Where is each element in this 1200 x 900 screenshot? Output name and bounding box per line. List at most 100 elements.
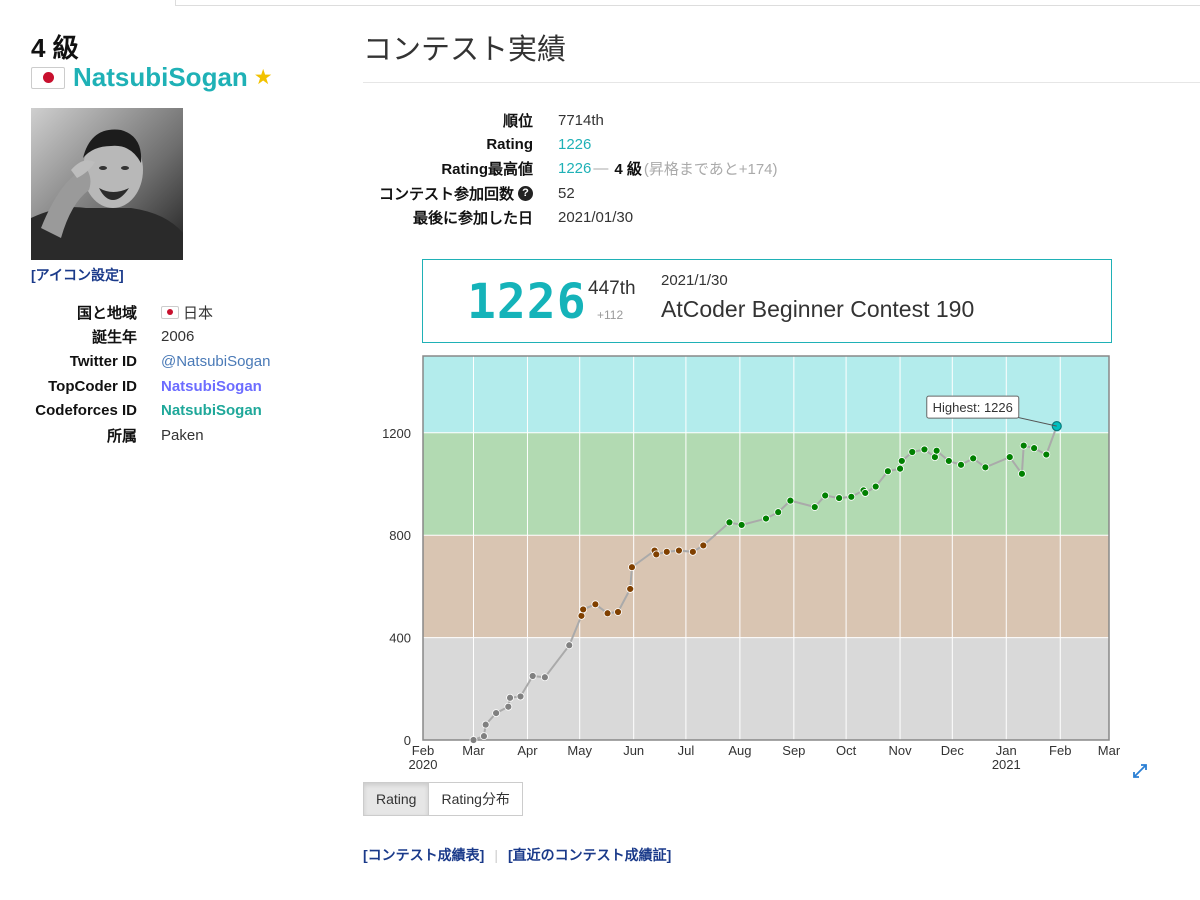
title-divider <box>363 82 1200 83</box>
icon-setting-link[interactable]: [アイコン設定] <box>31 267 124 283</box>
x-year-label: 2020 <box>409 757 438 772</box>
rating-point <box>506 693 514 702</box>
x-tick-label: Feb <box>1049 743 1071 758</box>
rating-point <box>481 720 490 729</box>
top-tab[interactable] <box>0 0 176 6</box>
info-label: 国と地域 <box>76 304 137 322</box>
info-label: 誕生年 <box>91 329 137 347</box>
star-icon: ★ <box>253 66 273 89</box>
x-tick-label: Jun <box>623 743 644 758</box>
x-tick-label: Jan <box>996 743 1017 758</box>
x-tick-label: Sep <box>782 743 805 758</box>
rating-point <box>579 605 588 614</box>
count-value: 52 <box>558 184 575 202</box>
rating-line <box>473 425 1058 741</box>
rating-point <box>835 494 844 502</box>
info-label: Twitter ID <box>69 352 137 370</box>
x-tick-label: Mar <box>462 743 485 758</box>
rating-point <box>1005 453 1014 462</box>
rating-point <box>652 550 661 559</box>
x-tick-label: Apr <box>517 743 538 758</box>
tooltip-box <box>926 395 1020 419</box>
username[interactable]: NatsubiSogan <box>73 62 248 92</box>
tooltip-text: Highest: 1226 <box>933 400 1013 415</box>
tab-rating-distribution[interactable]: Rating分布 <box>429 782 523 816</box>
rating-point <box>908 448 917 456</box>
count-label: コンテスト参加回数 <box>378 185 514 203</box>
rating-band-1 <box>423 535 1109 638</box>
x-year-label: 2021 <box>992 757 1021 772</box>
y-tick-label: 1200 <box>382 426 411 441</box>
stat-label-count: コンテスト参加回数 ? <box>363 183 533 204</box>
rating-point <box>492 709 501 718</box>
stats-table: 順位 7714th Rating 1226 Rating最高値 1226 — 4… <box>363 108 778 230</box>
rating-point <box>688 547 697 556</box>
twitter-link[interactable]: @NatsubiSogan <box>161 352 271 370</box>
rating-point <box>774 508 783 517</box>
profile-info-table: 国と地域 日本 誕生年 2006 Twitter ID @NatsubiSoga… <box>31 300 270 448</box>
rating-point <box>591 600 600 609</box>
topcoder-link[interactable]: NatsubiSogan <box>161 377 262 395</box>
latest-contest-date: 2021/1/30 <box>661 272 728 289</box>
rating-point <box>725 518 734 527</box>
rating-point <box>883 467 892 476</box>
rating-point <box>614 608 622 616</box>
rating-point <box>871 482 880 491</box>
info-label: 所属 <box>106 427 137 445</box>
rank-value: 7714th <box>558 111 604 129</box>
highest-value: 1226 <box>558 160 592 178</box>
x-tick-label: Feb <box>412 743 434 758</box>
y-tick-label: 400 <box>389 631 411 646</box>
rating-point <box>1030 444 1039 453</box>
rating-point <box>957 460 965 469</box>
chart-tabs: Rating Rating分布 <box>363 782 523 816</box>
bottom-links: [コンテスト成績表] | [直近のコンテスト成績証] <box>363 845 671 865</box>
info-value-country: 日本 <box>161 302 213 323</box>
tab-rating[interactable]: Rating <box>363 782 430 816</box>
certificate-link[interactable]: [直近のコンテスト成績証] <box>507 847 672 863</box>
x-tick-label: Oct <box>836 743 857 758</box>
info-row-birth-year: 誕生年 2006 <box>31 325 270 350</box>
stat-row-rating: Rating 1226 <box>363 132 778 156</box>
contest-results-link[interactable]: [コンテスト成績表] <box>363 847 485 863</box>
rating-point <box>603 609 612 618</box>
latest-rating: 1226 <box>467 274 587 330</box>
expand-icon[interactable] <box>1131 762 1149 780</box>
rating-point <box>699 541 708 550</box>
rank-title: 4 級 <box>31 33 79 63</box>
stat-row-highest: Rating最高値 1226 — 4 級 (昇格まであと+174) <box>363 157 778 181</box>
x-tick-label: May <box>567 743 592 758</box>
x-tick-label: Aug <box>728 743 751 758</box>
rating-point <box>896 464 904 473</box>
page-title: コンテスト実績 <box>363 34 567 66</box>
question-icon[interactable]: ? <box>518 185 533 201</box>
latest-place: 447th <box>588 278 636 299</box>
x-tick-label: Mar <box>1098 743 1121 758</box>
info-row-twitter: Twitter ID @NatsubiSogan <box>31 349 271 374</box>
stat-row-count: コンテスト参加回数 ? 52 <box>363 181 778 205</box>
codeforces-link[interactable]: NatsubiSogan <box>161 402 262 420</box>
x-tick-label: Jul <box>678 743 695 758</box>
rating-point <box>969 454 978 463</box>
rating-point <box>920 445 929 454</box>
rating-point <box>786 496 795 505</box>
stat-label: Rating <box>486 136 533 154</box>
last-date-value: 2021/01/30 <box>558 209 634 227</box>
latest-diff: +112 <box>597 308 624 322</box>
rating-point <box>737 521 746 529</box>
stat-label: 順位 <box>502 112 533 130</box>
affiliation-value: Paken <box>161 426 204 444</box>
rating-point <box>540 673 549 682</box>
rating-point <box>981 463 990 472</box>
highest-value-group: 1226 — 4 級 (昇格まであと+174) <box>558 158 778 179</box>
japan-flag-icon <box>31 66 65 89</box>
birth-year-value: 2006 <box>161 328 195 346</box>
x-tick-label: Dec <box>941 743 965 758</box>
stat-label: Rating最高値 <box>441 161 533 179</box>
top-tab-strip <box>0 0 1200 6</box>
rating-value: 1226 <box>558 136 592 154</box>
latest-contest-name[interactable]: AtCoder Beginner Contest 190 <box>661 296 975 322</box>
rating-point <box>847 492 856 501</box>
rating-point <box>662 547 671 556</box>
